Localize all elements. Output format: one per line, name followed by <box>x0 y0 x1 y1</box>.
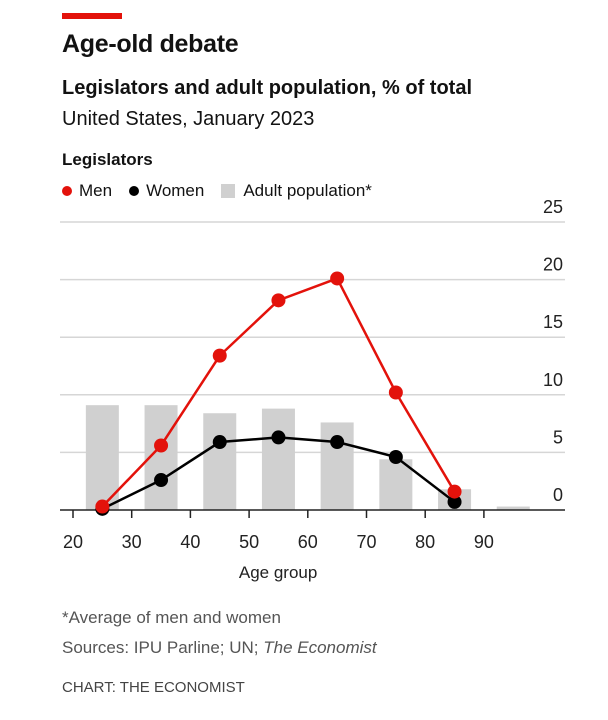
x-tick-label: 60 <box>298 532 318 552</box>
men-point <box>330 271 345 286</box>
women-point <box>271 430 286 445</box>
x-tick-label: 20 <box>63 532 83 552</box>
men-point <box>388 385 403 400</box>
men-point <box>271 293 286 308</box>
women-point <box>212 435 227 450</box>
source-italic: The Economist <box>263 638 377 657</box>
x-tick-label: 40 <box>180 532 200 552</box>
brand-red-bar <box>62 13 122 19</box>
population-bar <box>85 405 119 510</box>
men-point <box>154 438 169 453</box>
chart-title: Age-old debate <box>62 30 239 58</box>
y-tick-label: 25 <box>543 197 563 217</box>
population-bar <box>203 413 237 510</box>
women-point <box>447 494 462 509</box>
women-point <box>388 450 403 465</box>
y-tick-label: 0 <box>553 485 563 505</box>
chart-subsubtitle: United States, January 2023 <box>62 108 315 130</box>
legend: Men Women Adult population* <box>62 181 389 201</box>
x-tick-label: 30 <box>122 532 142 552</box>
y-tick-label: 10 <box>543 370 563 390</box>
x-tick-label: 90 <box>474 532 494 552</box>
legend-population-label: Adult population* <box>243 181 372 200</box>
x-tick-label: 70 <box>356 532 376 552</box>
men-point <box>447 484 462 499</box>
population-bar <box>379 459 413 510</box>
y-tick-label: 15 <box>543 312 563 332</box>
legend-women-label: Women <box>146 181 205 200</box>
x-axis-label: Age group <box>239 563 317 582</box>
source-text: Sources: IPU Parline; UN; <box>62 638 264 657</box>
y-tick-label: 20 <box>543 255 563 275</box>
legend-title: Legislators <box>62 150 153 169</box>
black-dot-icon <box>129 186 140 196</box>
population-bar <box>496 506 530 510</box>
chart-plot: 0 5 10 15 20 25 20 30 40 50 60 70 80 90 Age group <box>60 197 565 582</box>
footnote: *Average of men and women <box>62 608 281 627</box>
source: Sources: IPU Parline; UN; The Economist <box>62 638 377 658</box>
legend-men: Men <box>62 181 112 201</box>
men-point <box>95 499 110 514</box>
legend-women: Women <box>129 181 204 201</box>
women-point <box>330 435 345 450</box>
x-tick-label: 80 <box>415 532 435 552</box>
grey-square-icon <box>221 184 236 198</box>
men-point <box>212 348 227 363</box>
legend-population: Adult population* <box>221 181 372 201</box>
red-dot-icon <box>62 186 72 196</box>
women-point <box>154 473 169 488</box>
population-bar <box>261 408 295 510</box>
x-tick-label: 50 <box>239 532 259 552</box>
y-tick-label: 5 <box>553 427 563 447</box>
legend-men-label: Men <box>79 181 113 200</box>
chart-credit: CHART: THE ECONOMIST <box>62 679 245 696</box>
chart-subtitle: Legislators and adult population, % of t… <box>62 77 472 99</box>
